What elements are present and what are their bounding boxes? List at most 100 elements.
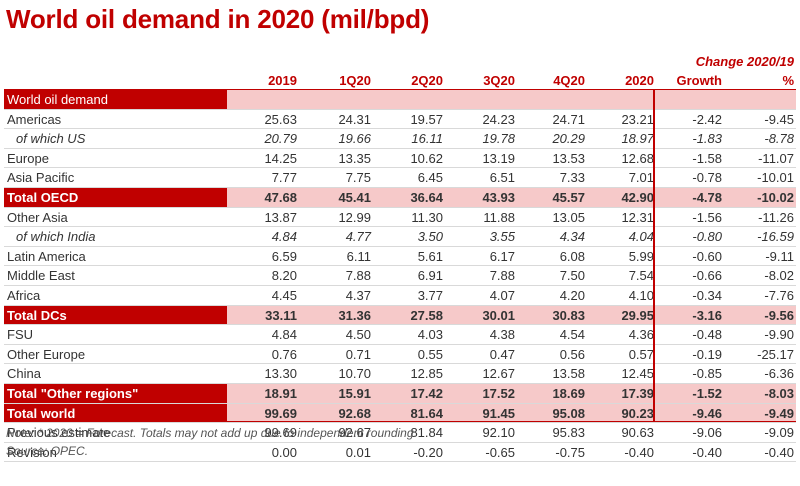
column-header: Growth: [676, 73, 723, 88]
table-cell: 91.45: [482, 405, 515, 421]
table-cell: -0.65: [485, 444, 515, 460]
table-cell: -0.75: [555, 444, 585, 460]
table-cell: 13.05: [552, 209, 585, 225]
source-note: Source: OPEC.: [6, 444, 89, 458]
table-cell: 3.55: [489, 229, 515, 245]
table-cell: -0.66: [692, 268, 722, 284]
table-row: Europe 14.25 13.35 10.62 13.19 13.53 12.68 -1.5…: [4, 149, 796, 169]
table-cell: 4.04: [628, 229, 654, 245]
row-label: Total OECD: [4, 187, 227, 207]
table-cell: 24.31: [338, 111, 371, 127]
table-cell: 0.57: [628, 346, 654, 362]
column-header: 4Q20: [553, 73, 585, 88]
table-cell: -0.40: [692, 444, 722, 460]
table-cell: 17.52: [482, 385, 515, 401]
table-row: Middle East 8.20 7.88 6.91 7.88 7.50 7.54 -0.66…: [4, 266, 796, 286]
table-cell: -1.56: [692, 209, 722, 225]
table-cell: -0.80: [692, 229, 722, 245]
table-row: China 13.30 10.70 12.85 12.67 13.58 12.45 -0.85…: [4, 364, 796, 384]
row-label: Total DCs: [4, 305, 227, 325]
column-header: %: [782, 73, 794, 88]
table-cell: -8.03: [764, 385, 794, 401]
table-cell: 7.54: [628, 268, 654, 284]
table-row: of which India 4.84 4.77 3.50 3.55 4.34 4.04 -0…: [4, 227, 796, 247]
table-cell: 14.25: [264, 150, 297, 166]
table-cell: -16.59: [757, 229, 794, 245]
table-row: Africa 4.45 4.37 3.77 4.07 4.20 4.10 -0.34 -7.76: [4, 286, 796, 306]
table-cell: -9.49: [764, 405, 794, 421]
table-cell: 3.77: [417, 287, 443, 303]
data-table: World oil demand Americas 25.63 24.31 19.57 2…: [4, 90, 796, 463]
table-cell: -25.17: [757, 346, 794, 362]
table-cell: 13.53: [552, 150, 585, 166]
table-cell: 92.10: [482, 425, 515, 441]
table-cell: -9.46: [692, 405, 722, 421]
table-cell: 10.62: [410, 150, 443, 166]
table-cell: 7.77: [271, 170, 297, 186]
table-cell: 25.63: [264, 111, 297, 127]
table-cell: -11.07: [758, 150, 794, 166]
table-row: Asia Pacific 7.77 7.75 6.45 6.51 7.33 7.01 -0.7…: [4, 168, 796, 188]
table-cell: 95.08: [552, 405, 585, 421]
table-cell: 0.47: [489, 346, 515, 362]
table-cell: 5.61: [417, 248, 443, 264]
table-cell: -10.01: [757, 170, 794, 186]
table-cell: 4.37: [345, 287, 371, 303]
table-cell: -7.76: [764, 287, 794, 303]
row-label: of which India: [16, 229, 96, 245]
table-row: FSU 4.84 4.50 4.03 4.38 4.54 4.36 -0.48 -9.90: [4, 325, 796, 345]
table-cell: 0.71: [345, 346, 371, 362]
table-cell: 81.64: [410, 405, 443, 421]
page-title: World oil demand in 2020 (mil/bpd): [6, 4, 430, 34]
table-cell: 19.57: [410, 111, 443, 127]
table-cell: 95.83: [552, 425, 585, 441]
row-label: Middle East: [7, 268, 75, 284]
table-cell: 11.30: [411, 209, 443, 225]
table-cell: 19.66: [338, 131, 371, 147]
table-cell: -0.60: [692, 248, 722, 264]
table-cell: 0.56: [559, 346, 585, 362]
table-cell: -0.40: [764, 444, 794, 460]
table-cell: -1.58: [692, 150, 722, 166]
table-cell: 10.70: [338, 366, 371, 382]
table-cell: -8.02: [764, 268, 794, 284]
table-cell: 12.67: [482, 366, 515, 382]
footnote: Note: * 2020 = Forecast. Totals may not …: [6, 426, 417, 440]
header-divider: [4, 89, 796, 90]
table-row: Total world 99.69 92.68 81.64 91.45 95.08 90.2…: [4, 403, 796, 424]
table-cell: 7.88: [489, 268, 515, 284]
table-cell: 24.71: [552, 111, 585, 127]
table-cell: -3.16: [692, 307, 722, 323]
table-cell: 4.38: [489, 327, 515, 343]
table-cell: 42.90: [621, 189, 654, 205]
table-cell: 6.45: [417, 170, 443, 186]
row-label: Previous estimate: [7, 425, 111, 441]
table-cell: 4.50: [345, 327, 371, 343]
table-cell: 13.30: [264, 366, 297, 382]
table-cell: 11.88: [483, 209, 515, 225]
table-cell: -0.48: [692, 327, 722, 343]
table-row: Total DCs 33.11 31.36 27.58 30.01 30.83 29.95 -…: [4, 305, 796, 326]
table-cell: -9.09: [764, 425, 794, 441]
table-cell: 6.17: [489, 248, 515, 264]
column-header: 1Q20: [339, 73, 371, 88]
table-cell: 4.03: [417, 327, 443, 343]
table-cell: -0.20: [413, 444, 443, 460]
table-cell: 6.08: [559, 248, 585, 264]
table-cell: -2.42: [692, 111, 722, 127]
table-cell: 90.23: [621, 405, 654, 421]
table-cell: 4.77: [345, 229, 371, 245]
table-cell: -1.52: [692, 385, 722, 401]
table-cell: 0.00: [271, 444, 297, 460]
table-cell: 19.78: [482, 131, 515, 147]
table-cell: 0.55: [417, 346, 443, 362]
table-cell: 30.01: [482, 307, 515, 323]
table-cell: 7.01: [628, 170, 654, 186]
table-cell: 20.79: [264, 131, 297, 147]
table-cell: 30.83: [552, 307, 585, 323]
column-header: 2019: [268, 73, 297, 88]
table-cell: 6.91: [417, 268, 443, 284]
table-cell: -6.36: [764, 366, 794, 382]
table-cell: -11.26: [758, 209, 794, 225]
table-row: Total "Other regions" 18.91 15.91 17.42 17.5…: [4, 383, 796, 404]
